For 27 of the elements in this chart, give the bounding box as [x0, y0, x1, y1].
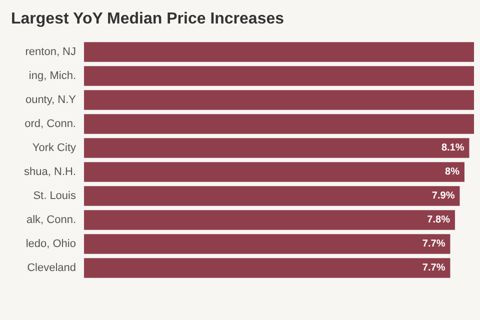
bar: [84, 42, 474, 62]
bar: [84, 186, 460, 206]
y-tick-label: York City: [32, 142, 76, 154]
y-tick-label: ing, Mich.: [28, 70, 76, 82]
y-tick-label: St. Louis: [33, 190, 76, 202]
y-tick-label: alk, Conn.: [26, 214, 76, 226]
data-label: 7.8%: [427, 214, 450, 226]
bar: [84, 234, 450, 254]
bar: [84, 90, 474, 110]
bar: [84, 66, 474, 86]
bar: [84, 210, 455, 230]
y-tick-label: ounty, N.Y: [25, 94, 77, 106]
bar: [84, 162, 464, 182]
y-tick-label: renton, NJ: [25, 46, 76, 58]
data-label: 8.1%: [441, 142, 464, 154]
data-label: 7.7%: [422, 262, 446, 274]
y-tick-label: Cleveland: [27, 262, 76, 274]
data-label: 8%: [445, 166, 460, 178]
y-tick-label: shua, N.H.: [24, 166, 76, 178]
data-label: 7.9%: [432, 190, 455, 202]
bar: [84, 258, 450, 278]
y-tick-label: ord, Conn.: [24, 118, 76, 130]
bar: [84, 114, 474, 134]
chart-title: Largest YoY Median Price Increases: [11, 10, 284, 28]
bar: [84, 138, 470, 158]
data-label: 7.7%: [422, 238, 446, 250]
y-tick-label: ledo, Ohio: [26, 238, 76, 250]
